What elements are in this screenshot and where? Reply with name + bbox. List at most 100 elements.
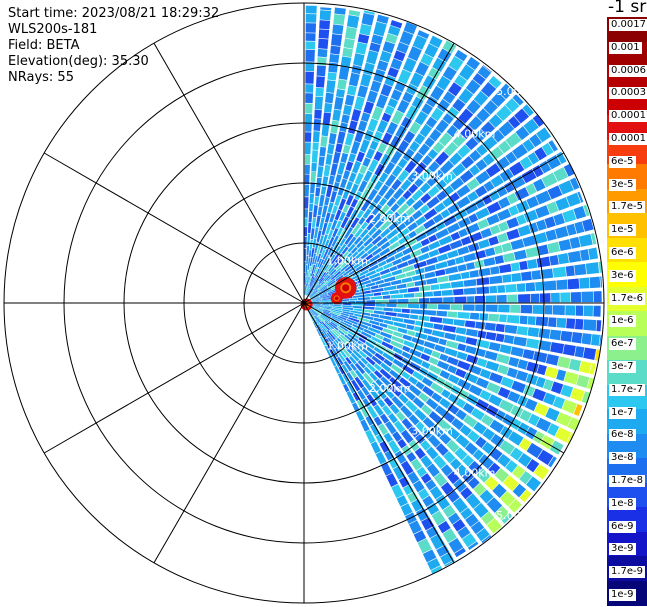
range-bin	[443, 451, 456, 464]
range-bin	[354, 129, 365, 143]
range-bin	[380, 272, 393, 280]
range-bin	[311, 301, 320, 303]
range-bin	[570, 387, 585, 402]
range-bin	[488, 114, 503, 128]
range-bin	[446, 125, 459, 138]
range-bin	[574, 346, 585, 358]
range-bin	[529, 134, 542, 148]
range-bin	[452, 133, 466, 147]
range-bin	[306, 245, 310, 256]
range-bin	[587, 377, 595, 390]
range-bin	[508, 431, 524, 446]
range-bin	[322, 306, 331, 310]
range-bin	[335, 220, 342, 229]
range-bin	[558, 239, 572, 252]
range-bin	[548, 456, 557, 468]
range-bin	[356, 240, 365, 249]
range-bin	[383, 285, 397, 291]
range-bin	[369, 42, 381, 53]
range-bin	[504, 324, 518, 334]
range-bin	[594, 349, 600, 361]
backscatter-rays	[300, 5, 603, 574]
range-bin	[527, 316, 536, 326]
range-bin	[483, 100, 498, 115]
range-bin	[322, 176, 329, 187]
range-bin	[317, 316, 325, 323]
range-bin	[581, 291, 594, 303]
range-bin	[546, 154, 562, 170]
range-bin	[309, 288, 319, 298]
range-bin	[521, 169, 537, 184]
range-bin	[335, 174, 342, 183]
range-bin	[450, 177, 464, 191]
range-bin	[433, 472, 448, 487]
range-bin	[321, 234, 328, 247]
range-bin	[560, 292, 571, 303]
range-bin	[339, 325, 349, 332]
range-bin	[443, 412, 456, 424]
range-bin	[467, 242, 480, 253]
range-bin	[502, 274, 512, 283]
range-bin	[357, 359, 366, 369]
range-bin	[482, 65, 492, 73]
range-bin	[490, 92, 506, 107]
range-bin	[370, 381, 380, 392]
range-bin	[498, 83, 514, 100]
range-bin	[436, 75, 451, 91]
range-bin	[309, 308, 319, 316]
range-bin	[455, 434, 470, 449]
range-bin	[499, 314, 507, 323]
range-bin	[310, 182, 316, 194]
range-bin	[317, 280, 328, 291]
range-bin	[356, 399, 365, 409]
range-bin	[315, 215, 321, 228]
range-bin	[340, 314, 349, 319]
range-bin	[490, 174, 504, 188]
range-bin	[383, 307, 393, 312]
range-bin	[343, 360, 353, 372]
range-bin	[425, 479, 437, 491]
range-bin	[573, 205, 587, 220]
range-bin	[401, 351, 412, 359]
range-bin	[407, 287, 420, 293]
range-bin	[327, 246, 334, 256]
range-bin	[448, 82, 462, 97]
range-bin	[568, 358, 582, 372]
range-bin	[407, 222, 418, 232]
range-bin	[505, 132, 522, 148]
range-bin	[332, 109, 342, 121]
range-bin	[547, 241, 561, 254]
range-bin	[324, 212, 331, 223]
range-bin	[304, 218, 308, 227]
range-bin	[513, 336, 527, 347]
range-bin	[348, 172, 357, 183]
range-bin	[457, 360, 471, 371]
range-bin	[369, 372, 378, 382]
range-bin	[353, 308, 364, 312]
range-bin	[450, 304, 463, 311]
range-bin	[333, 245, 342, 255]
range-bin	[457, 343, 467, 352]
range-bin	[391, 110, 404, 125]
range-bin	[462, 533, 477, 548]
range-bin	[588, 247, 599, 260]
range-bin	[583, 319, 597, 331]
range-bin	[434, 344, 446, 353]
range-bin	[412, 209, 423, 220]
range-bin	[418, 315, 430, 322]
range-bin	[310, 291, 321, 299]
azimuth-spoke	[153, 42, 305, 304]
range-bin	[462, 402, 475, 414]
range-bin	[318, 272, 327, 282]
range-bin	[375, 299, 388, 303]
range-ring-label: 2.00km	[369, 212, 411, 225]
range-bin	[314, 268, 320, 278]
range-bin	[496, 294, 507, 303]
range-bin	[342, 47, 353, 58]
range-bin	[420, 245, 430, 254]
range-bin	[355, 274, 366, 282]
range-bin	[556, 412, 572, 427]
range-bin	[307, 310, 314, 322]
range-bin	[324, 102, 333, 113]
range-bin	[422, 417, 435, 430]
